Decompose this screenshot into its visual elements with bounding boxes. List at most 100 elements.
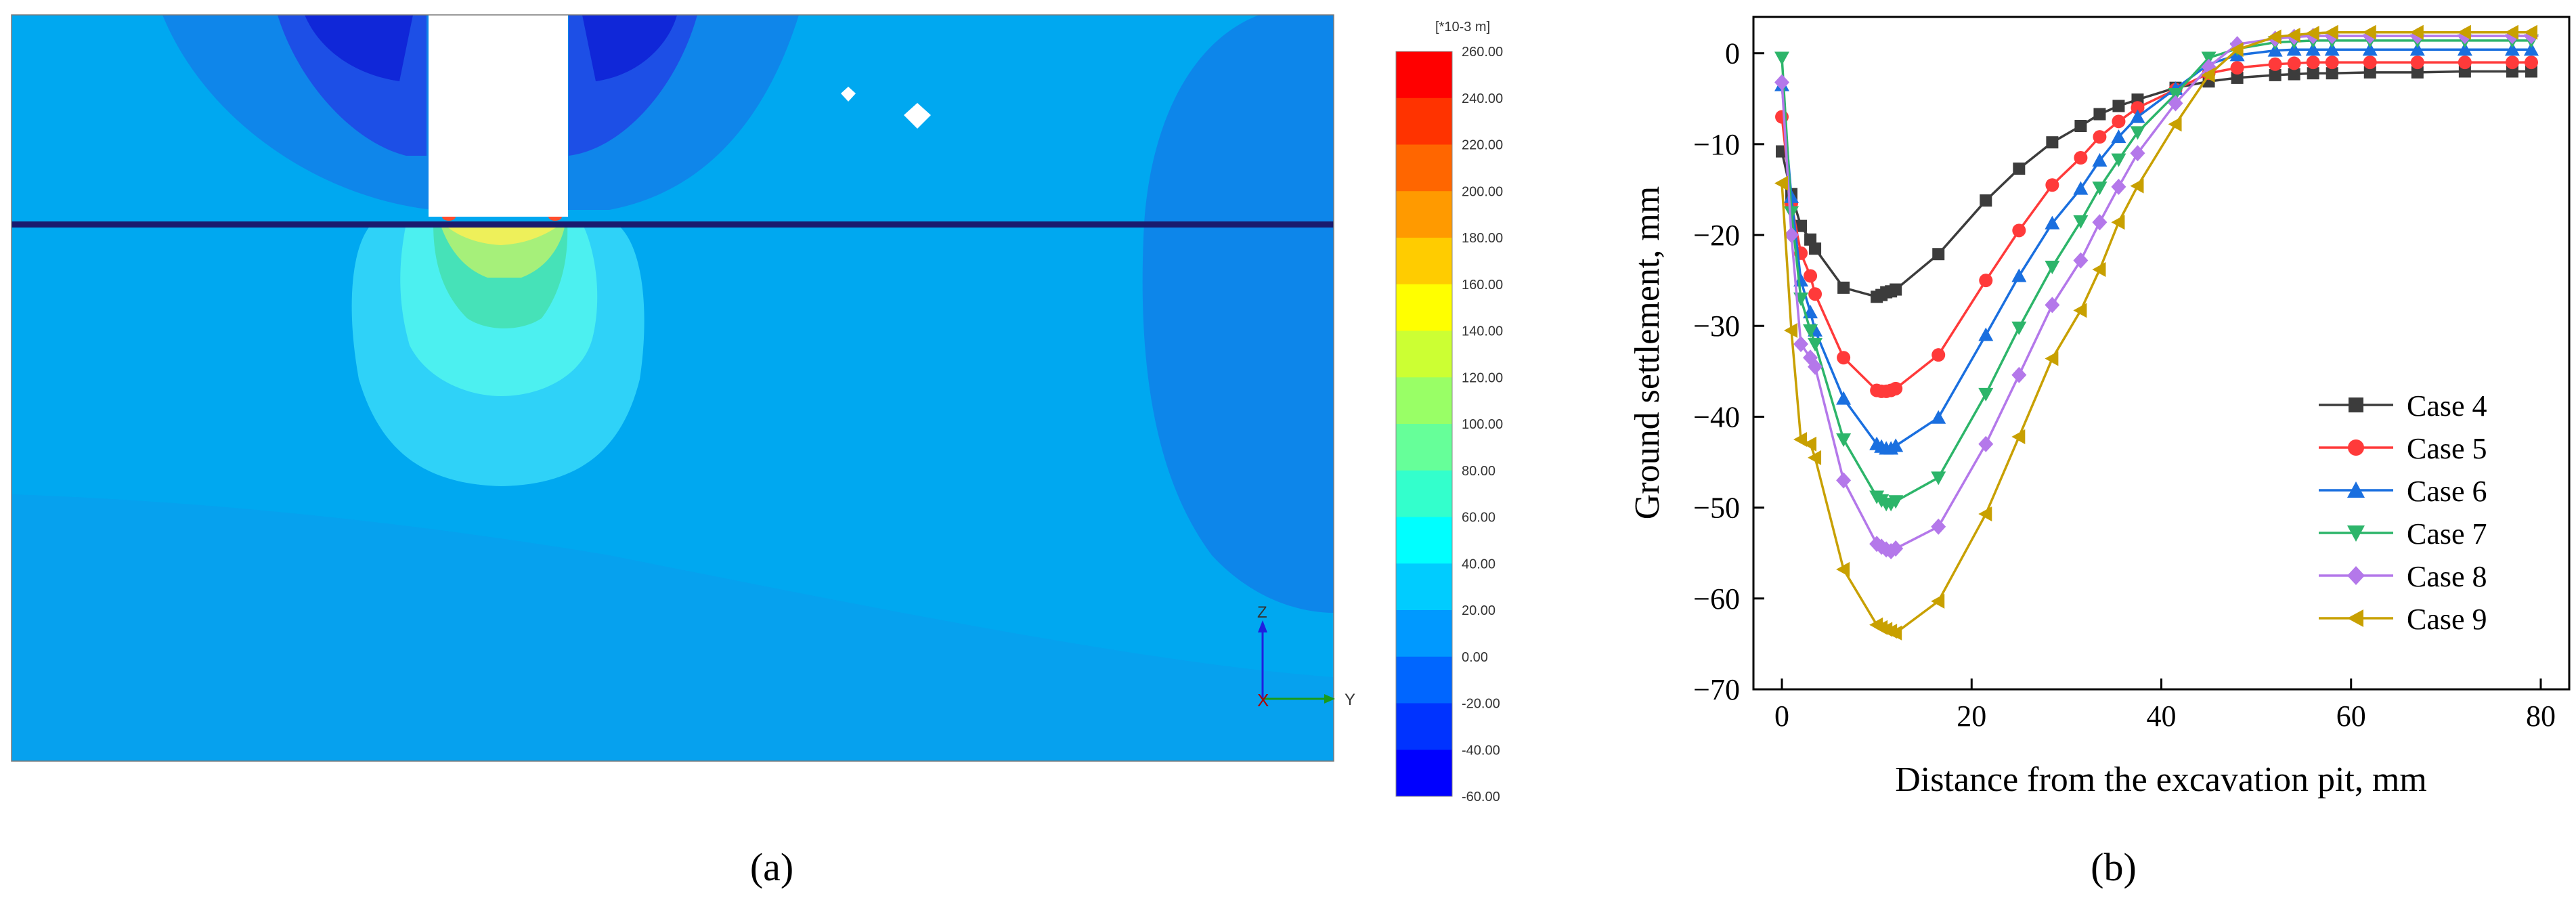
data-point	[2013, 163, 2026, 175]
data-point	[2201, 67, 2215, 83]
data-point	[2324, 42, 2340, 56]
chart-series-layer	[1774, 24, 2539, 641]
data-point	[2523, 42, 2539, 56]
data-point	[2073, 215, 2089, 229]
legend-swatch	[1396, 191, 1452, 238]
color-legend: [*10-3 m] 260.00 240.00 220.00 200.00 180.00…	[1395, 20, 1503, 804]
data-point	[2201, 51, 2217, 66]
y-tick-label: 0	[1725, 37, 1740, 70]
y-tick-label: −70	[1693, 673, 1740, 706]
legend-swatches	[1395, 51, 1453, 797]
data-point	[1774, 175, 1789, 191]
y-tick-label: −30	[1693, 309, 1740, 343]
legend-tick-label: 220.00	[1462, 138, 1503, 153]
x-tick-label: 80	[2526, 699, 2556, 733]
data-point	[1793, 431, 1808, 447]
data-point	[2045, 297, 2060, 314]
data-point	[2130, 145, 2145, 162]
data-point	[2130, 178, 2144, 194]
chart-legend: Case 4 Case 5 Case 6 Case 7 Case 8 Case 9	[2319, 389, 2487, 636]
legend-tick-label: 240.00	[1462, 91, 1503, 106]
data-point	[2045, 215, 2060, 230]
settlement-chart: 0 20 40 60 800−10−20−30−40−50−60−70 Case 4Ca…	[1628, 16, 2571, 889]
legend-tick-label: 160.00	[1462, 278, 1503, 293]
legend-swatch	[1396, 470, 1452, 517]
data-point	[2267, 29, 2282, 45]
legend-label: Case 6	[2407, 475, 2487, 508]
contour-field	[12, 15, 1334, 761]
legend-label: Case 7	[2407, 517, 2487, 551]
data-point	[2267, 43, 2283, 57]
data-point	[2288, 68, 2300, 81]
data-point	[2073, 252, 2089, 269]
data-point	[1784, 227, 1799, 244]
legend-swatch	[1396, 51, 1452, 99]
data-point	[2092, 153, 2108, 167]
data-point	[2231, 71, 2244, 84]
data-point	[1804, 269, 1818, 283]
data-point	[2305, 42, 2321, 56]
data-point	[1793, 273, 1809, 287]
y-axis-title: Ground settlement, mm	[1628, 186, 1667, 519]
data-point	[2229, 42, 2244, 58]
series-5	[1775, 56, 2538, 398]
series-6	[1774, 42, 2539, 455]
legend-marker	[2347, 566, 2365, 585]
data-point	[2073, 181, 2089, 195]
legend-tick-label: 20.00	[1462, 603, 1496, 618]
data-point	[1978, 327, 1994, 341]
data-point	[2168, 116, 2182, 132]
legend-label: Case 5	[2407, 432, 2487, 465]
data-point	[2230, 61, 2244, 75]
legend-unit: [*10-3 m]	[1435, 20, 1490, 35]
data-point	[2111, 129, 2126, 144]
legend-swatch	[1396, 656, 1452, 704]
y-tick-label: −10	[1693, 128, 1740, 161]
x-tick-label: 20	[1957, 699, 1986, 733]
data-point	[1980, 194, 1992, 207]
data-point	[2131, 101, 2145, 115]
data-point	[2523, 24, 2537, 40]
panel-label-b: (b)	[2091, 845, 2137, 889]
data-point	[1836, 472, 1852, 489]
data-point	[2457, 24, 2471, 40]
legend-swatch	[1396, 517, 1452, 564]
contour-panel: X Z Y [*10-3 m] 260.00 240.00 220.00 200.00…	[11, 14, 1503, 889]
legend-tick-label: 120.00	[1462, 370, 1503, 385]
data-point	[1784, 322, 1798, 338]
series-4	[1776, 65, 2537, 303]
y-tick-label: −60	[1693, 582, 1740, 616]
legend-label: Case 4	[2407, 389, 2487, 423]
chart-axes: 0 20 40 60 80 0 −10 −20 −30 −40 −50 −60 −70	[1693, 37, 2556, 733]
legend-swatch	[1396, 563, 1452, 611]
legend-label: Case 9	[2407, 603, 2487, 636]
legend-tick-labels: 260.00 240.00 220.00 200.00 180.00 160.00 140.…	[1462, 45, 1503, 804]
data-point	[2286, 27, 2300, 43]
legend-swatch	[1396, 610, 1452, 658]
data-point	[2269, 68, 2282, 81]
data-point	[1931, 471, 1946, 486]
legend-marker	[2348, 439, 2364, 456]
axis-triad: X Z Y	[1257, 603, 1355, 710]
axis-label-x: X	[1257, 690, 1269, 710]
legend-item: Case 6	[2319, 475, 2487, 508]
legend-tick-label: 260.00	[1462, 45, 1503, 60]
data-point	[2111, 215, 2125, 230]
legend-tick-label: 80.00	[1462, 464, 1496, 479]
data-point	[1978, 507, 1992, 522]
x-tick-label: 60	[2336, 699, 2366, 733]
legend-tick-label: -60.00	[1462, 790, 1500, 804]
data-point	[1808, 358, 1823, 375]
data-point	[2130, 126, 2145, 140]
data-point	[1774, 74, 1790, 91]
x-tick-label: 0	[1774, 699, 1789, 733]
legend-marker	[2347, 481, 2365, 498]
data-point	[2305, 26, 2319, 41]
data-point	[2074, 150, 2088, 165]
data-point	[1889, 381, 1903, 395]
data-point	[2011, 366, 2027, 383]
data-point	[2011, 429, 2026, 444]
excavation-pit	[429, 15, 568, 217]
data-point	[2045, 261, 2060, 275]
